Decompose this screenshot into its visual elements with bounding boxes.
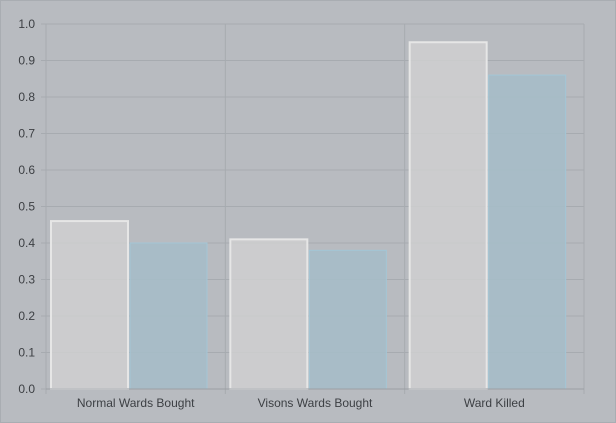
y-tick-label: 0.6 — [18, 163, 35, 177]
x-category-label: Ward Killed — [464, 396, 525, 410]
y-tick-label: 0.4 — [18, 236, 35, 250]
bar-series-0-0 — [50, 220, 129, 390]
y-tick-label: 0.1 — [18, 346, 35, 360]
bar-series-0-2 — [408, 41, 488, 390]
y-tick-label: 0.8 — [18, 90, 35, 104]
y-tick-label: 0.5 — [18, 200, 35, 214]
y-tick-label: 0.2 — [18, 309, 35, 323]
x-category-label: Normal Wards Bought — [77, 396, 195, 410]
bars — [50, 41, 567, 390]
axes: 0.0 0.1 0.2 0.3 0.4 0.5 0.6 0.7 0.8 0.9 1.0 Normal … — [18, 17, 584, 410]
y-tick-label: 0.9 — [18, 54, 35, 68]
y-tick-label: 0.7 — [18, 127, 35, 141]
bar-series-1-2 — [488, 74, 567, 390]
grid — [41, 23, 585, 394]
y-tick-label: 0.3 — [18, 273, 35, 287]
y-tick-label: 1.0 — [18, 17, 35, 31]
bar-series-0-1 — [229, 238, 309, 390]
bar-series-1-1 — [308, 249, 387, 390]
y-tick-label: 0.0 — [18, 382, 35, 396]
x-category-label: Visons Wards Bought — [258, 396, 373, 410]
bar-series-1-0 — [129, 242, 208, 390]
